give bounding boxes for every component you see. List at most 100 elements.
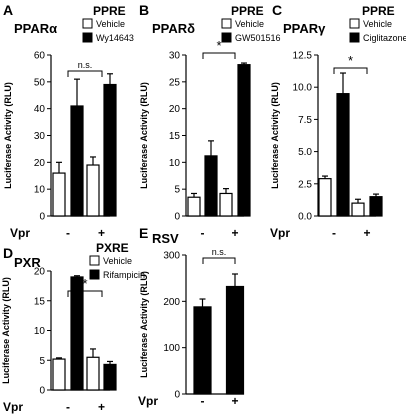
significance-label: n.s. xyxy=(212,247,227,257)
bar xyxy=(70,276,84,391)
x-category-label: - xyxy=(66,226,70,240)
panel-letter: A xyxy=(3,2,13,18)
significance-bracket xyxy=(333,67,368,74)
significance-label: n.s. xyxy=(78,60,93,70)
legend-swatch xyxy=(89,255,100,266)
y-tick-label: 100 xyxy=(163,343,180,354)
y-tick-label: 5.0 xyxy=(298,147,312,158)
x-category-label: + xyxy=(98,226,105,240)
bar xyxy=(52,358,66,391)
legend-label: Vehicle xyxy=(235,19,264,29)
significance-bracket xyxy=(67,70,103,77)
y-tick-label: 0 xyxy=(39,212,45,223)
bar xyxy=(219,192,233,217)
significance-label: * xyxy=(216,38,221,53)
bar xyxy=(86,164,100,217)
bar xyxy=(70,105,84,217)
y-tick-label: 5 xyxy=(39,356,45,367)
bar xyxy=(193,306,212,395)
response-element-label: PPRE xyxy=(93,4,126,18)
chart-panel-e: E RSV 0 100 200 300 Luciferase Activity (RLU) -… xyxy=(138,225,245,408)
panel-letter: D xyxy=(3,245,13,261)
y-tick-label: 0.0 xyxy=(298,212,312,223)
receptor-label: PPARδ xyxy=(152,21,195,36)
receptor-label: PXR xyxy=(14,255,41,270)
x-row-title: Vpr xyxy=(270,226,290,240)
y-tick-label: 5 xyxy=(174,185,180,196)
y-axis-label: Luciferase Activity (RLU) xyxy=(139,271,149,378)
y-tick-label: 0 xyxy=(39,386,45,397)
x-category-label: + xyxy=(98,400,105,414)
y-tick-label: 15 xyxy=(34,296,46,307)
x-category-label: - xyxy=(201,394,205,408)
y-tick-label: 25 xyxy=(169,77,181,88)
y-axis-label: Luciferase Activity (RLU) xyxy=(139,82,149,189)
bar xyxy=(318,178,332,217)
y-tick-label: 20 xyxy=(34,158,46,169)
x-row-title: Vpr xyxy=(138,394,158,408)
y-tick-label: 2.5 xyxy=(298,179,312,190)
panel-letter: C xyxy=(272,2,282,18)
y-tick-label: 15 xyxy=(169,131,181,142)
legend-label: Ciglitazone xyxy=(363,33,406,43)
bar xyxy=(86,356,100,391)
x-category-label: + xyxy=(363,226,370,240)
y-tick-label: 12.5 xyxy=(293,51,313,62)
bar xyxy=(103,83,117,217)
receptor-label: PPARγ xyxy=(283,21,326,36)
legend-swatch xyxy=(221,18,232,29)
y-axis-label: Luciferase Activity (RLU) xyxy=(3,82,13,189)
bar xyxy=(237,64,251,217)
legend-swatch xyxy=(82,32,93,43)
x-category-label: - xyxy=(332,226,336,240)
legend-label: Wy14643 xyxy=(96,33,134,43)
y-tick-label: 10 xyxy=(34,185,46,196)
legend-label: GW501516 xyxy=(235,33,281,43)
y-tick-label: 0 xyxy=(174,390,180,401)
significance-bracket xyxy=(202,257,236,264)
y-tick-label: 30 xyxy=(34,131,46,142)
bar xyxy=(187,196,201,217)
bar xyxy=(225,285,245,395)
y-tick-label: 7.5 xyxy=(298,115,312,126)
y-axis-label: Luciferase Activity (RLU) xyxy=(270,82,280,189)
bar xyxy=(351,202,365,217)
receptor-label: PPARα xyxy=(14,21,57,36)
x-row-title: Vpr xyxy=(3,400,23,414)
significance-label: * xyxy=(82,276,87,291)
receptor-label: RSV xyxy=(152,231,179,246)
x-row-title: Vpr xyxy=(10,226,30,240)
bar xyxy=(103,363,117,391)
y-tick-label: 20 xyxy=(169,104,181,115)
response-element-label: PPRE xyxy=(231,4,264,18)
legend-swatch xyxy=(82,18,93,29)
x-category-label: + xyxy=(231,394,238,408)
y-tick-label: 20 xyxy=(34,267,46,278)
legend-swatch xyxy=(349,32,360,43)
y-axis-label: Luciferase Activity (RLU) xyxy=(1,277,11,384)
legend-label: Vehicle xyxy=(96,19,125,29)
bar xyxy=(52,172,66,217)
y-tick-label: 40 xyxy=(34,104,46,115)
legend-label: Vehicle xyxy=(363,19,392,29)
x-category-label: - xyxy=(201,226,205,240)
legend-label: Vehicle xyxy=(103,256,132,266)
legend-swatch xyxy=(89,269,100,280)
response-element-label: PXRE xyxy=(96,241,129,255)
y-tick-label: 10 xyxy=(169,158,181,169)
legend-swatch xyxy=(349,18,360,29)
bar xyxy=(336,93,350,217)
legend-swatch xyxy=(221,32,232,43)
y-tick-label: 0 xyxy=(174,212,180,223)
y-tick-label: 50 xyxy=(34,77,46,88)
x-category-label: - xyxy=(66,400,70,414)
significance-bracket xyxy=(202,52,236,59)
y-tick-label: 30 xyxy=(169,51,181,62)
significance-label: * xyxy=(348,53,353,68)
y-tick-label: 300 xyxy=(163,251,180,262)
